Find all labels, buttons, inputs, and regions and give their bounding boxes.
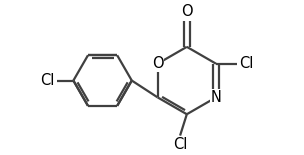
Text: Cl: Cl: [173, 137, 187, 152]
Text: O: O: [181, 4, 193, 19]
Text: N: N: [211, 90, 221, 105]
Text: Cl: Cl: [239, 56, 254, 71]
Text: O: O: [152, 56, 164, 71]
Text: Cl: Cl: [40, 73, 55, 88]
